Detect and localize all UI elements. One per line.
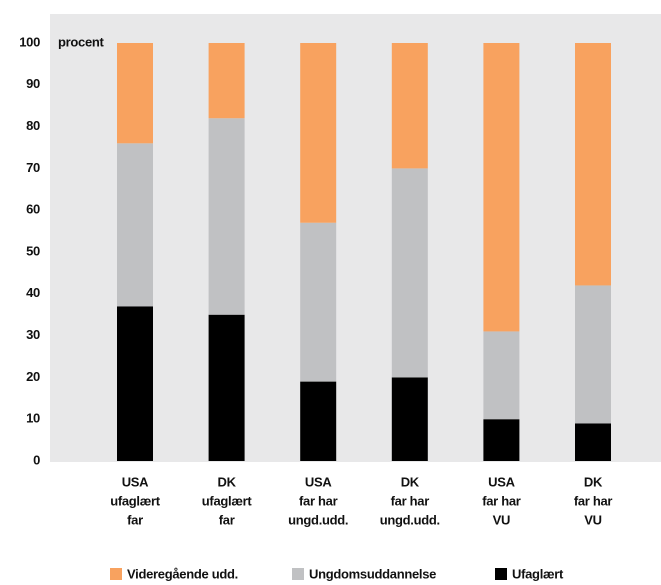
x-tick-label: ungd.udd. xyxy=(288,512,348,527)
y-tick-label: 10 xyxy=(26,411,40,426)
bar-segment xyxy=(575,423,611,461)
x-tick-label: far har xyxy=(574,493,613,508)
y-tick-label: 0 xyxy=(33,452,40,467)
y-tick-label: 30 xyxy=(26,327,40,342)
y-tick-label: 60 xyxy=(26,202,40,217)
bar-segment xyxy=(300,43,337,223)
y-tick-label: 90 xyxy=(26,76,40,91)
bar-segment xyxy=(391,43,428,169)
y-tick-label: 100 xyxy=(19,34,40,49)
x-tick-label: ufaglært xyxy=(110,493,161,508)
bar-segment xyxy=(483,419,520,461)
x-tick-label: USA xyxy=(305,474,332,489)
legend-swatch xyxy=(292,568,304,580)
x-tick-label: VU xyxy=(584,512,601,527)
y-tick-label: 50 xyxy=(26,243,40,258)
bar-segment xyxy=(117,143,153,307)
x-tick-label: VU xyxy=(493,512,510,527)
legend-label: Ufaglært xyxy=(512,566,564,581)
bar-segment xyxy=(300,222,337,382)
y-tick-label: 20 xyxy=(26,369,40,384)
y-axis-label: procent xyxy=(58,34,105,49)
x-tick-label: ungd.udd. xyxy=(380,512,440,527)
bar-segment xyxy=(391,377,428,461)
bar-segment xyxy=(483,43,520,332)
bar-segment xyxy=(575,285,611,424)
x-tick-label: DK xyxy=(401,474,420,489)
x-tick-label: USA xyxy=(488,474,515,489)
bar-segment xyxy=(117,43,153,144)
y-tick-label: 80 xyxy=(26,118,40,133)
legend-label: Videregående udd. xyxy=(127,566,238,581)
bar-segment xyxy=(575,43,611,286)
y-tick-label: 40 xyxy=(26,285,40,300)
bar-segment xyxy=(483,331,520,420)
x-tick-label: far har xyxy=(299,493,338,508)
x-tick-label: USA xyxy=(122,474,149,489)
x-tick-label: far xyxy=(127,512,143,527)
bar-segment xyxy=(208,314,245,461)
bar-segment xyxy=(391,168,428,378)
legend-swatch xyxy=(110,568,122,580)
bar-segment xyxy=(117,306,153,461)
x-tick-label: far xyxy=(219,512,235,527)
legend-label: Ungdomsuddannelse xyxy=(309,566,436,581)
x-tick-label: DK xyxy=(218,474,237,489)
bar-segment xyxy=(300,381,337,461)
x-tick-label: far har xyxy=(482,493,521,508)
bar-segment xyxy=(208,118,245,315)
legend-swatch xyxy=(495,568,507,580)
bar-segment xyxy=(208,43,245,119)
x-tick-label: DK xyxy=(584,474,603,489)
x-tick-label: far har xyxy=(391,493,430,508)
x-tick-label: ufaglært xyxy=(202,493,253,508)
y-tick-label: 70 xyxy=(26,160,40,175)
